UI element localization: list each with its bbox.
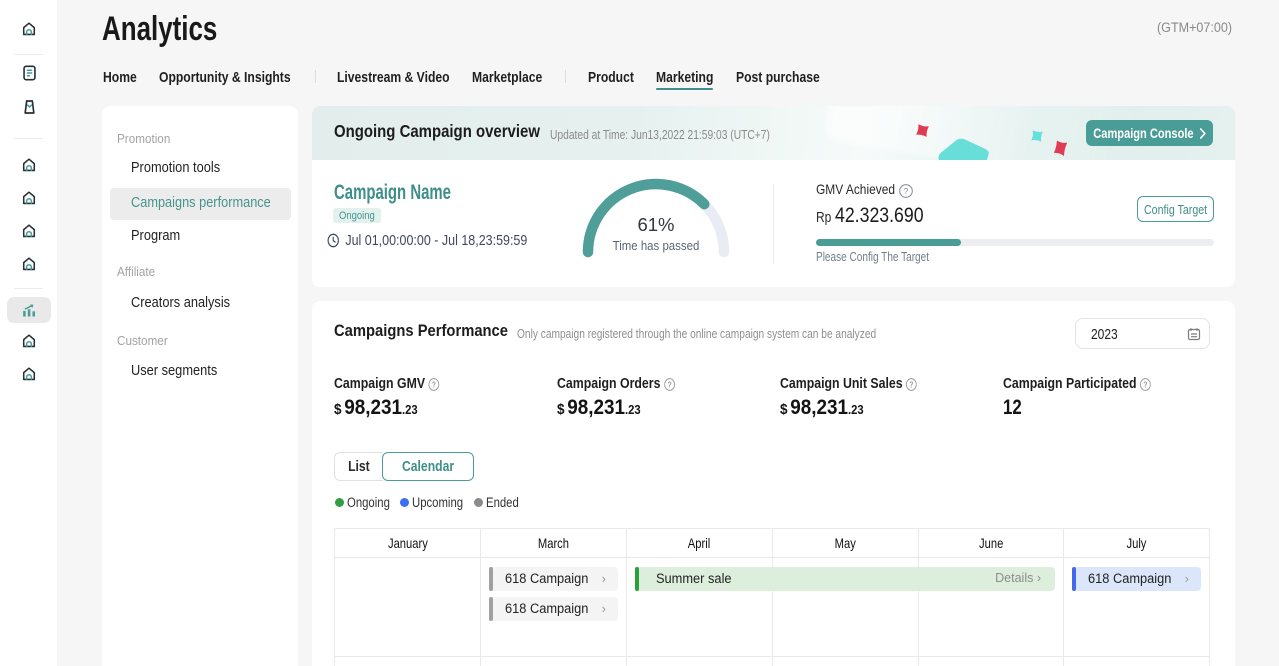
svg-text:?: ?: [910, 379, 915, 389]
svg-text:?: ?: [432, 379, 437, 389]
svg-text:?: ?: [1143, 379, 1148, 389]
svg-text:?: ?: [667, 379, 672, 389]
svg-text:?: ?: [904, 186, 909, 196]
